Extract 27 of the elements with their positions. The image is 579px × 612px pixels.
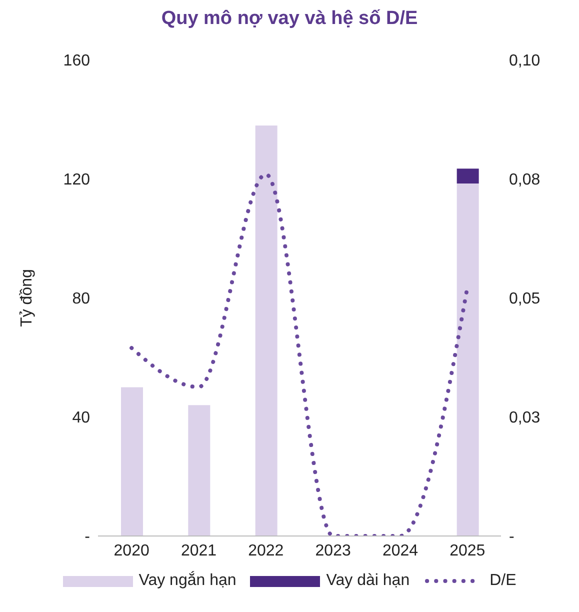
x-tick-label: 2024 (382, 542, 418, 560)
chart-title: Quy mô nợ vay và hệ số D/E (160, 8, 419, 30)
x-tick-label: 2025 (450, 542, 486, 560)
bar (456, 168, 479, 184)
x-tick-label: 2020 (114, 542, 150, 560)
line-series (130, 172, 470, 536)
y2-tick-label: 0,03 (509, 410, 540, 427)
bar (456, 183, 479, 536)
bar (121, 387, 143, 536)
x-tick-label: 2022 (248, 542, 284, 560)
legend-label: Vay ngắn hạn (138, 572, 236, 590)
y2-tick-label: 0,05 (509, 290, 540, 308)
x-tick-label: 2023 (315, 542, 351, 560)
y-tick-label: - (84, 528, 90, 546)
y2-tick-label: 0,08 (509, 172, 540, 189)
bar (255, 125, 278, 536)
y2-tick-label: - (509, 528, 514, 546)
y-tick-label: 120 (63, 172, 90, 189)
y2-tick-label: 0,10 (509, 52, 540, 70)
x-tick-label: 2021 (180, 542, 217, 560)
legend-label: D/E (490, 572, 516, 590)
y-axis-title: Tỷ đồng (18, 269, 36, 327)
y-tick-label: 80 (72, 290, 90, 308)
y-tick-label: 40 (72, 410, 90, 427)
y-tick-label: 160 (63, 52, 90, 70)
legend-label: Vay dài hạn (326, 572, 410, 590)
bar (188, 405, 210, 536)
